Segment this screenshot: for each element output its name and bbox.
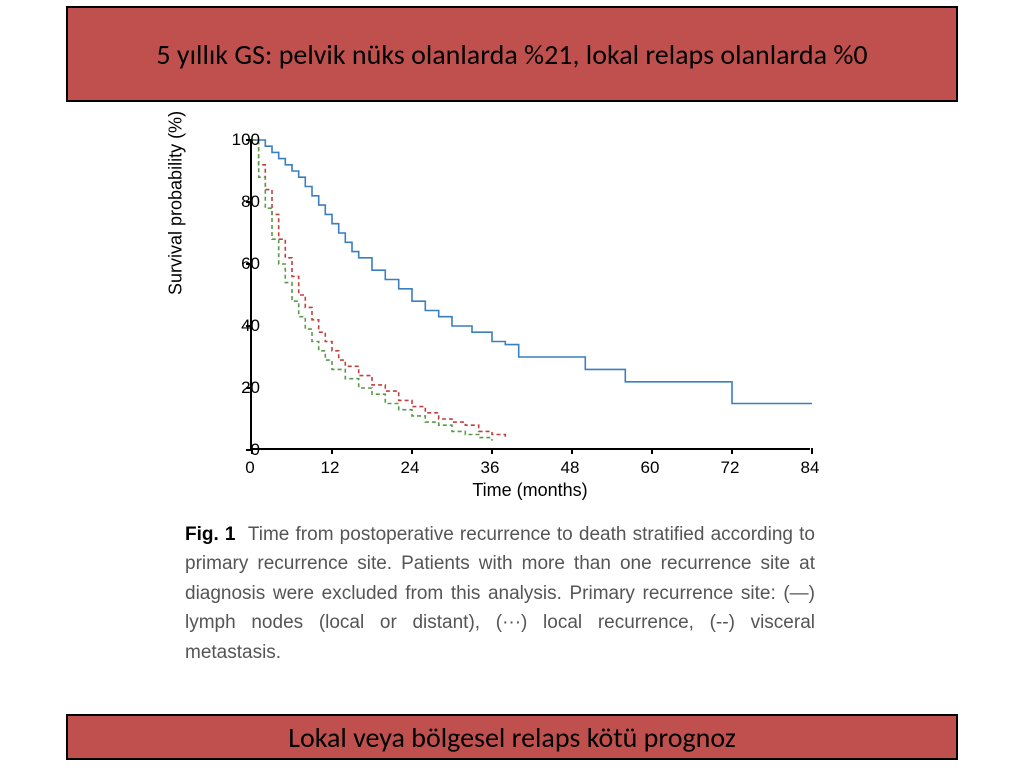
x-tick-label: 12: [310, 458, 350, 478]
x-tick-label: 60: [630, 458, 670, 478]
series-lymph-nodes: [252, 140, 812, 404]
y-tick-label: 0: [200, 440, 260, 460]
x-tick-label: 36: [470, 458, 510, 478]
top-banner-text: 5 yıllık GS: pelvik nüks olanlarda %21, …: [156, 37, 867, 72]
x-tick-label: 0: [230, 458, 270, 478]
plot-box: [250, 140, 810, 450]
y-tick-label: 100: [200, 130, 260, 150]
x-tick: [731, 448, 733, 454]
series-visceral-metastasis: [252, 140, 492, 441]
x-tick: [571, 448, 573, 454]
caption-text: Time from postoperative recurrence to de…: [185, 524, 815, 663]
top-banner: 5 yıllık GS: pelvik nüks olanlarda %21, …: [66, 6, 958, 102]
y-tick-label: 60: [200, 254, 260, 274]
y-tick-label: 80: [200, 192, 260, 212]
survival-chart: Survival probability (%) Time (months) 0…: [170, 130, 830, 500]
x-tick: [331, 448, 333, 454]
x-tick: [411, 448, 413, 454]
x-tick: [651, 448, 653, 454]
x-tick-label: 48: [550, 458, 590, 478]
y-axis-title: Survival probability (%): [166, 111, 187, 295]
x-tick: [811, 448, 813, 454]
chart-svg: [252, 140, 812, 450]
x-tick-label: 84: [790, 458, 830, 478]
x-tick: [491, 448, 493, 454]
x-tick-label: 72: [710, 458, 750, 478]
figure-caption: Fig. 1 Time from postoperative recurrenc…: [185, 520, 815, 667]
x-axis-title: Time (months): [250, 480, 810, 501]
y-tick-label: 40: [200, 316, 260, 336]
y-tick-label: 20: [200, 378, 260, 398]
x-tick-label: 24: [390, 458, 430, 478]
series-local-recurrence: [252, 140, 505, 438]
caption-label: Fig. 1: [185, 524, 236, 545]
bottom-banner: Lokal veya bölgesel relaps kötü prognoz: [66, 714, 958, 760]
bottom-banner-text: Lokal veya bölgesel relaps kötü prognoz: [288, 720, 736, 755]
